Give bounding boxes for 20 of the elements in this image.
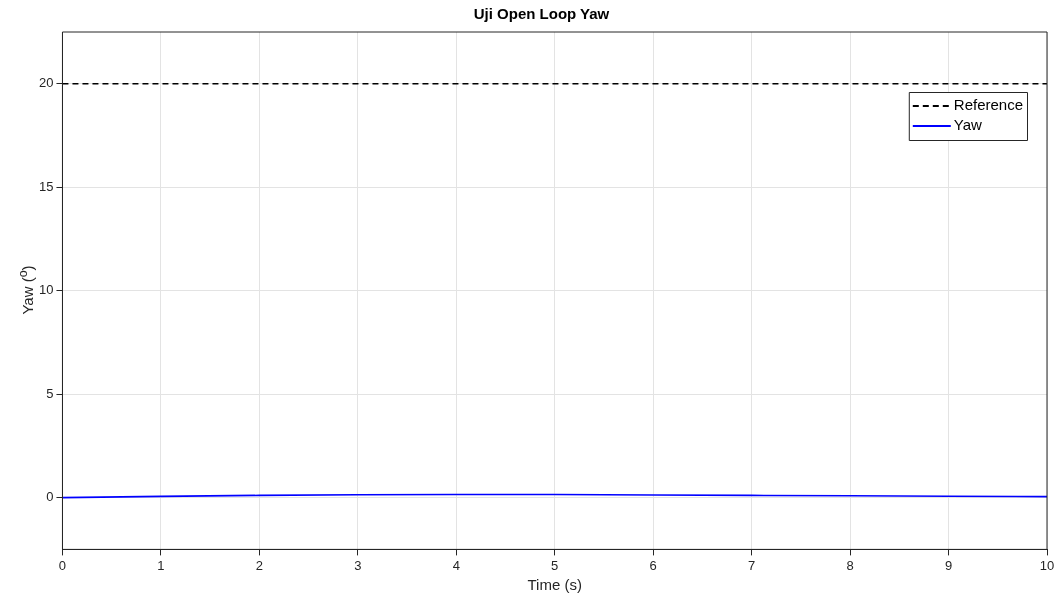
x-tick-label: 8	[846, 557, 854, 573]
x-axis-title: Time (s)	[527, 576, 582, 594]
legend-label: Reference	[953, 96, 1024, 114]
x-tick-label: 1	[157, 557, 165, 573]
y-tick-label: 20	[38, 75, 54, 91]
y-tick-label: 10	[38, 282, 54, 298]
x-tick-label: 3	[354, 557, 362, 573]
x-tick-label: 6	[649, 557, 657, 573]
y-tick-label: 5	[46, 385, 54, 401]
x-tick-label: 5	[551, 557, 559, 573]
y-tick-label: 15	[38, 178, 54, 194]
x-tick-label: 9	[944, 557, 953, 573]
x-tick-label: 4	[452, 557, 460, 573]
legend-label: Yaw	[953, 116, 983, 134]
x-tick-label: 0	[58, 557, 67, 573]
y-tick-label: 0	[46, 489, 54, 505]
x-tick-label: 2	[255, 557, 263, 573]
chart-title: Uji Open Loop Yaw	[473, 5, 610, 23]
x-tick-label: 7	[748, 557, 756, 573]
x-tick-label: 10	[1039, 557, 1055, 573]
